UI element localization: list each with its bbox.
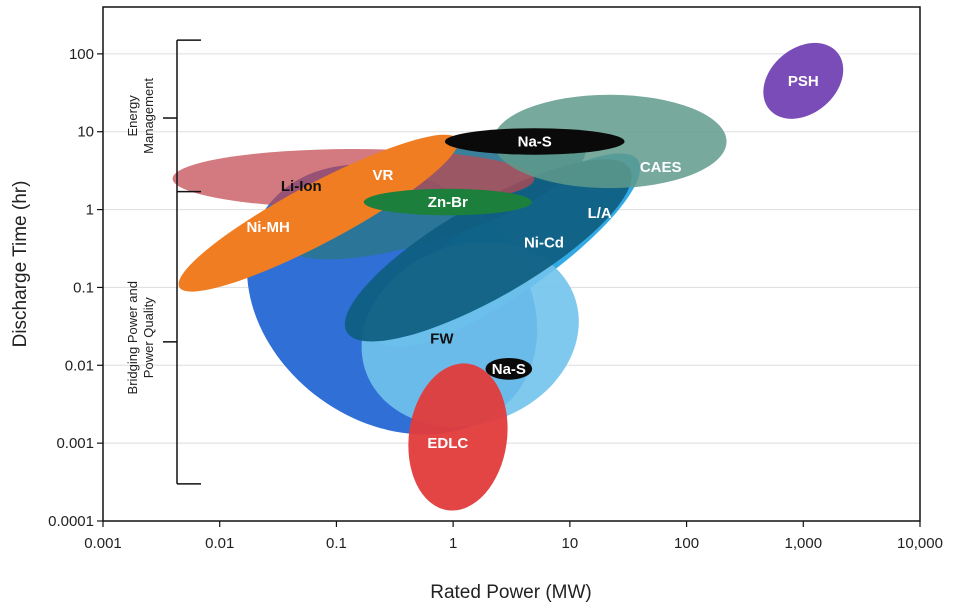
x-tick-label: 0.1 bbox=[326, 535, 347, 552]
bracket-label-1: Bridging Power and Power Quality bbox=[125, 281, 156, 394]
x-tick-label: 100 bbox=[674, 535, 699, 552]
y-tick-label: 0.01 bbox=[65, 357, 94, 374]
region-label-psh-12: PSH bbox=[788, 73, 819, 90]
region-label-ni-mh-0: Ni-MH bbox=[246, 219, 289, 236]
region-label-zn-br-8: Zn-Br bbox=[428, 194, 468, 211]
bracket-label-line: Energy bbox=[125, 95, 140, 137]
y-tick-label: 0.001 bbox=[56, 435, 94, 452]
x-tick-label: 10,000 bbox=[897, 535, 943, 552]
y-tick-label: 1 bbox=[86, 202, 94, 219]
region-label-li-ion-7: Li-Ion bbox=[281, 178, 322, 195]
x-tick-label: 0.001 bbox=[84, 535, 122, 552]
region-label-na-s-9: Na-S bbox=[518, 133, 552, 150]
region-label-ni-cd-4: Ni-Cd bbox=[524, 234, 564, 251]
region-label-vr-3: VR bbox=[372, 167, 393, 184]
x-tick-label: 1 bbox=[449, 535, 457, 552]
x-tick-label: 0.01 bbox=[205, 535, 234, 552]
y-tick-label: 0.0001 bbox=[48, 513, 94, 530]
x-axis-title: Rated Power (MW) bbox=[430, 582, 592, 603]
region-label-l-a-1: L/A bbox=[588, 205, 612, 222]
bracket-label-line: Management bbox=[141, 78, 156, 154]
bracket-label-line: Power Quality bbox=[141, 297, 156, 378]
y-axis-title: Discharge Time (hr) bbox=[10, 181, 31, 348]
region-label-caes-6: CAES bbox=[640, 159, 682, 176]
region-label-fw-2: FW bbox=[430, 331, 454, 348]
x-tick-label: 1,000 bbox=[785, 535, 823, 552]
y-tick-label: 10 bbox=[77, 124, 94, 141]
bracket-label-line: Bridging Power and bbox=[125, 281, 140, 394]
y-tick-label: 100 bbox=[69, 46, 94, 63]
x-tick-label: 10 bbox=[562, 535, 579, 552]
y-tick-label: 0.1 bbox=[73, 279, 94, 296]
region-label-na-s-10: Na-S bbox=[492, 361, 526, 378]
region-label-edlc-11: EDLC bbox=[427, 435, 468, 452]
